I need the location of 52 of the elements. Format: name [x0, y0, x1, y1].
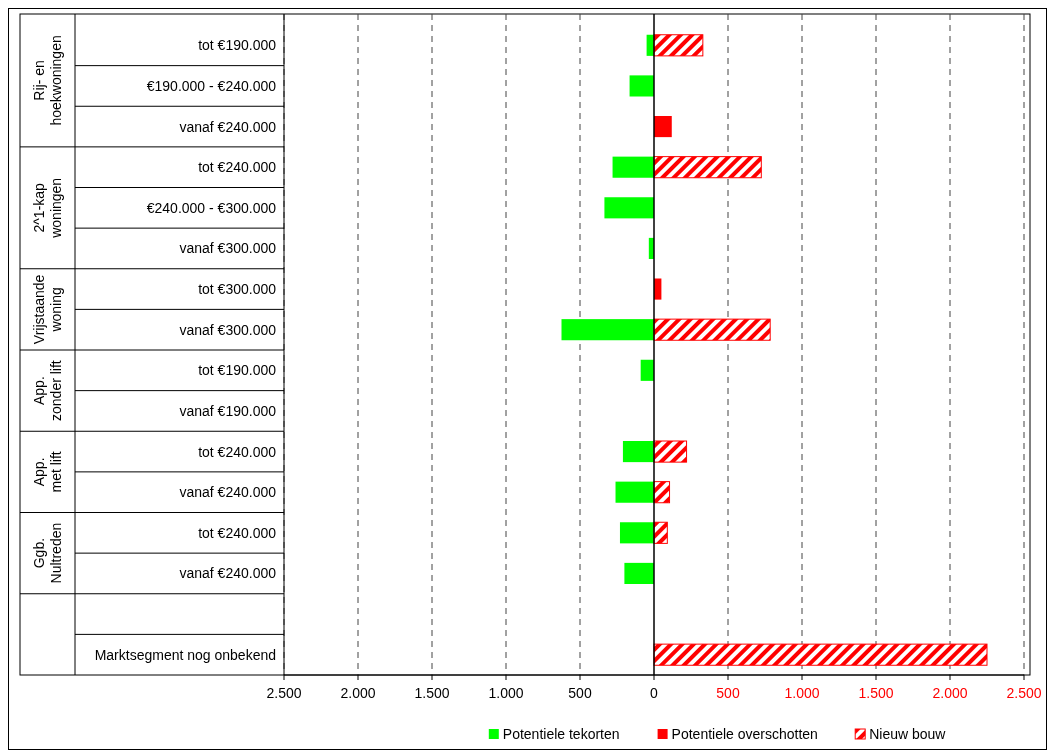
- y-tick-label: tot €240.000: [198, 524, 277, 541]
- x-tick-label: 2.000: [932, 685, 968, 701]
- bar: [604, 197, 654, 219]
- x-tick-label: 2.500: [266, 685, 302, 701]
- y-tick-label: tot €240.000: [198, 443, 277, 460]
- x-tick-label: 1.000: [784, 685, 820, 701]
- y-tick-label: €190.000 - €240.000: [146, 77, 277, 94]
- x-tick-label: 1.500: [414, 685, 450, 701]
- y-tick-label: €240.000 - €300.000: [146, 199, 277, 216]
- x-tick-label: 500: [716, 685, 740, 701]
- bar: [622, 441, 654, 463]
- y-tick-label: tot €240.000: [198, 159, 277, 176]
- text: Rij- en hoekwoningen: [30, 35, 64, 126]
- text: Ggb. Nultreden: [30, 522, 64, 584]
- bar: [653, 521, 668, 544]
- y-tick-label: vanaf €240.000: [179, 484, 277, 501]
- bar: [612, 156, 654, 178]
- y-tick-label: vanaf €300.000: [179, 321, 277, 338]
- bar: [561, 319, 654, 341]
- y-tick-label: tot €190.000: [198, 362, 277, 379]
- bar: [653, 440, 688, 463]
- text: App. met lift: [30, 451, 64, 493]
- legend-label: Nieuw bouw: [869, 726, 947, 742]
- bar: [653, 156, 762, 179]
- y-tick-label: vanaf €190.000: [179, 402, 277, 419]
- x-tick-label: 2.000: [340, 685, 376, 701]
- x-tick-label: 0: [650, 685, 659, 701]
- bar: [619, 522, 654, 544]
- y-tick-label: tot €190.000: [198, 37, 277, 54]
- bar: [653, 34, 704, 57]
- bar: [654, 116, 672, 138]
- text: 2^1-kap woningen: [30, 177, 64, 239]
- bar: [624, 562, 654, 584]
- bar: [615, 481, 654, 503]
- bar: [629, 75, 654, 97]
- x-tick-label: 500: [568, 685, 592, 701]
- y-tick-label: Marktsegment nog onbekend: [94, 646, 276, 663]
- text: Vrijstaande woning: [30, 274, 64, 345]
- bar: [653, 643, 988, 666]
- bar: [653, 481, 671, 504]
- y-tick-label: vanaf €240.000: [179, 565, 277, 582]
- bar: [653, 318, 771, 341]
- x-tick-label: 2.500: [1006, 685, 1042, 701]
- text: App. zonder lift: [30, 360, 64, 421]
- x-tick-label: 1.000: [488, 685, 524, 701]
- bar: [640, 359, 654, 381]
- legend-label: Potentiele tekorten: [502, 726, 620, 742]
- y-tick-label: vanaf €300.000: [179, 240, 277, 257]
- x-tick-label: 1.500: [858, 685, 894, 701]
- y-tick-label: tot €300.000: [198, 281, 277, 298]
- y-tick-label: vanaf €240.000: [179, 118, 277, 135]
- legend-label: Potentiele overschotten: [671, 726, 818, 742]
